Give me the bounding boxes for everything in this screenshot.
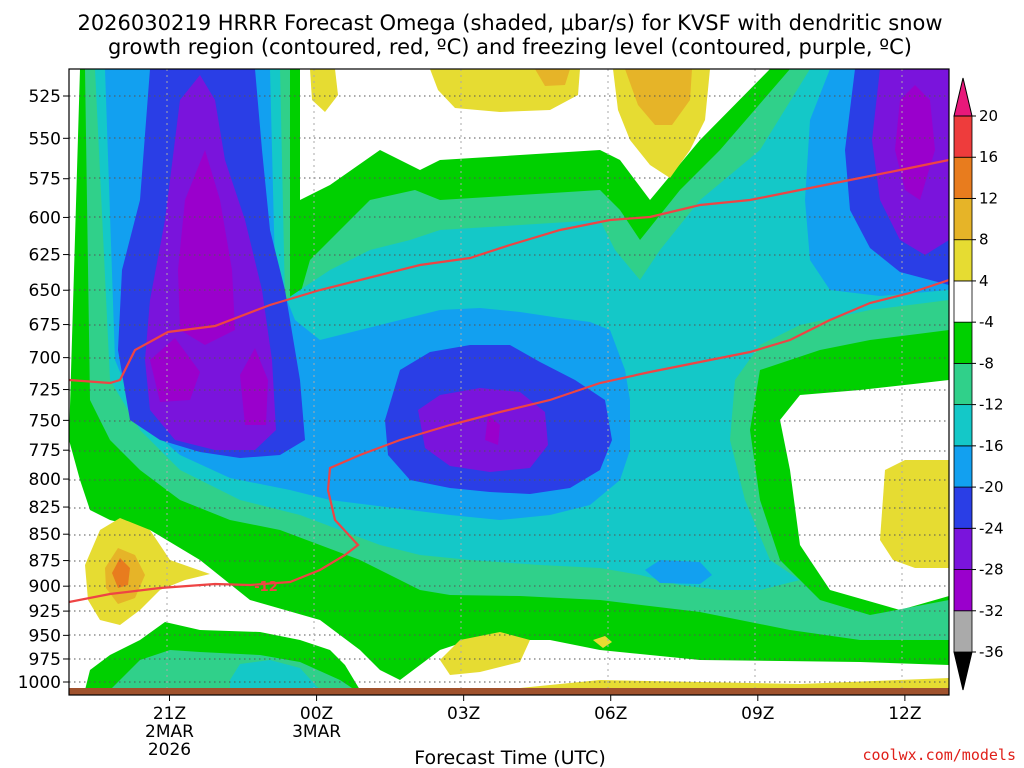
colorbar-label: 20 (979, 107, 998, 125)
colorbar-label: 4 (979, 272, 989, 290)
colorbar-label: -12 (979, 396, 1004, 414)
terrain-strip (69, 688, 949, 695)
x-tick-label: 21Z (153, 704, 186, 724)
y-tick-label: 800 (29, 470, 61, 490)
plot-frame (68, 68, 950, 696)
y-tick-label: 575 (29, 170, 61, 190)
colorbar-label: -36 (979, 643, 1004, 661)
x-tick-year-label: 2026 (148, 740, 191, 760)
pressure-axis: 525 550 575 600 625 650 675 700 725 750 775 800 825 8… (18, 87, 69, 693)
y-tick-label: 525 (29, 87, 61, 107)
colorbar-swatch (953, 569, 973, 612)
colorbar-swatch (953, 280, 973, 323)
y-tick-label: 650 (29, 281, 61, 301)
y-tick-label: 925 (29, 602, 61, 622)
colorbar-swatch (953, 486, 973, 529)
colorbar-label: -8 (979, 354, 994, 372)
y-tick-label: 875 (29, 552, 61, 572)
chart-title-line-2: growth region (contoured, red, ºC) and f… (108, 35, 912, 59)
dendritic-contour-lower (69, 278, 949, 604)
colorbar-swatch (953, 156, 973, 199)
y-tick-label: 700 (29, 349, 61, 369)
y-tick-label: 675 (29, 316, 61, 336)
y-tick-label: 850 (29, 525, 61, 545)
colorbar-swatch (953, 610, 973, 653)
y-tick-label: 725 (29, 381, 61, 401)
colorbar-swatch (953, 445, 973, 488)
colorbar-swatch (953, 198, 973, 241)
credit-text: coolwx.com/models (862, 746, 1016, 764)
omega-shading: -12 (69, 69, 949, 695)
colorbar-label: -28 (979, 561, 1004, 579)
y-tick-label: 750 (29, 411, 61, 431)
omega-colorbar: 20 16 12 8 4 -4 -8 -12 -16 -20 -24 -28 -32 -36 (953, 77, 1004, 691)
colorbar-swatch (953, 404, 973, 447)
dendritic-contour-upper (69, 158, 949, 385)
chart-title-line-1: 2026030219 HRRR Forecast Omega (shaded, … (77, 11, 942, 35)
pressure-gridlines (69, 95, 949, 683)
colorbar-swatch (953, 115, 973, 158)
x-axis-label: Forecast Time (UTC) (414, 747, 605, 768)
x-tick-label: 00Z (300, 704, 333, 724)
x-tick-label: 12Z (888, 704, 921, 724)
colorbar-swatch (953, 362, 973, 406)
y-tick-label: 900 (29, 577, 61, 597)
y-tick-label: 950 (29, 626, 61, 646)
y-tick-label: 550 (29, 129, 61, 149)
y-tick-label: 775 (29, 441, 61, 461)
colorbar-label: 8 (979, 231, 989, 249)
colorbar-swatch (953, 321, 973, 364)
x-tick-date-label: 3MAR (292, 722, 341, 742)
colorbar-label: -16 (979, 437, 1004, 455)
colorbar-label: -4 (979, 313, 994, 331)
colorbar-label: -20 (979, 478, 1004, 496)
colorbar-label: -32 (979, 602, 1004, 620)
x-tick-label: 06Z (594, 704, 627, 724)
colorbar-label: 16 (979, 148, 998, 166)
colorbar-high-arrow (953, 77, 973, 117)
x-tick-label: 03Z (447, 704, 480, 724)
y-tick-label: 600 (29, 208, 61, 228)
colorbar-low-arrow (953, 651, 973, 691)
y-tick-label: 1000 (18, 673, 61, 693)
colorbar-swatch (953, 239, 973, 282)
colorbar-label: -24 (979, 519, 1004, 537)
x-tick-date-label: 2MAR (145, 722, 194, 742)
colorbar-label: 12 (979, 189, 998, 207)
y-tick-label: 975 (29, 650, 61, 670)
y-tick-label: 825 (29, 498, 61, 518)
y-tick-label: 625 (29, 246, 61, 266)
contour-label-minus-12: -12 (254, 580, 278, 595)
colorbar-swatch (953, 527, 973, 570)
x-tick-label: 09Z (741, 704, 774, 724)
